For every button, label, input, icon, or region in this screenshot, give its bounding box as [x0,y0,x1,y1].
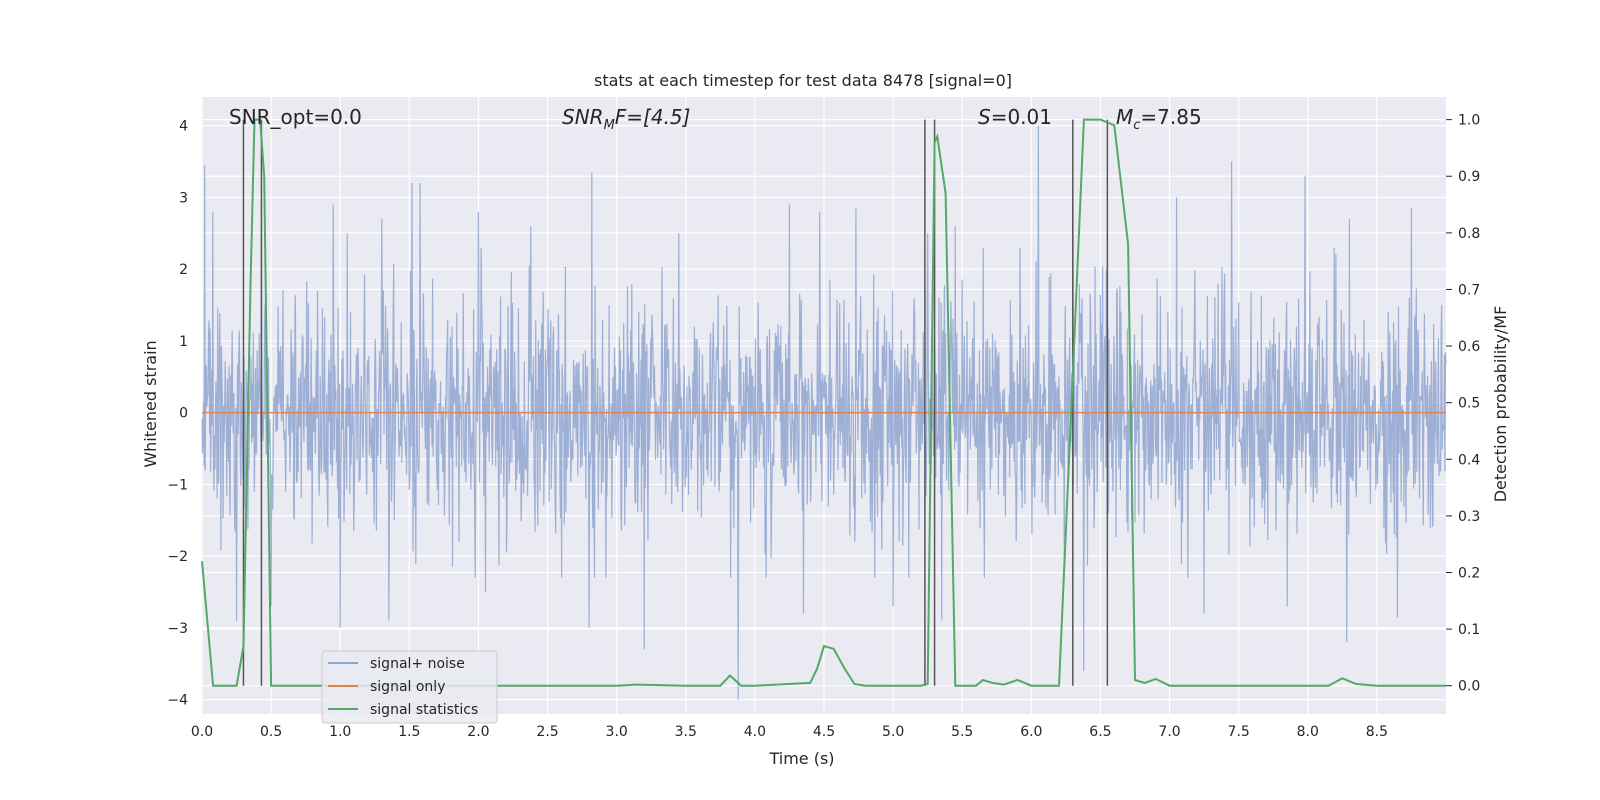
x-tick-label: 8.0 [1297,724,1319,740]
x-tick-label: 6.0 [1020,724,1042,740]
y-tick-label-left: 4 [179,119,188,135]
y-tick-label-right: 0.3 [1458,509,1480,525]
x-tick-label: 3.5 [675,724,697,740]
y-axis-left-ticks: −4 −3 −2 −1 0 1 2 3 4 [167,119,188,709]
y-tick-label-right: 0.5 [1458,396,1480,412]
x-axis-ticks: 0.0 0.5 1.0 1.5 2.0 2.5 3.0 3.5 4.0 4.5 5.0 5.5 6.0 6… [191,724,1388,740]
x-tick-label: 1.0 [329,724,351,740]
annotation-snr-mf-main: SNR [562,105,604,129]
annotation-mc: Mc=7.85 [1116,105,1202,133]
y-tick-label-left: 0 [179,406,188,422]
x-tick-label: 0.5 [260,724,282,740]
legend: signal+ noise signal only signal statist… [321,650,498,724]
y-tick-label-right: 0.0 [1458,679,1480,695]
y-tick-label-right: 0.1 [1458,622,1480,638]
legend-label-signal-only: signal only [370,679,445,695]
vertical-lines [242,119,1109,686]
x-tick-label: 4.0 [744,724,766,740]
x-tick-label: 2.0 [467,724,489,740]
y-tick-label-right: 0.7 [1458,282,1480,298]
annotation-snr-opt: SNR_opt=0.0 [229,105,362,129]
y-axis-right-label: Detection probability/MF [1491,306,1510,503]
y-tick-label-left: −3 [167,621,188,637]
x-tick-label: 8.5 [1366,724,1388,740]
annotation-snr-mf: SNRMF=[4.5] [562,105,690,133]
series-signal-noise [201,125,1447,700]
x-tick-label: 6.5 [1089,724,1111,740]
y-tick-label-right: 0.4 [1458,452,1480,468]
annotation-snr-mf-rest: F=[4.5] [615,105,691,129]
series-signal-statistics [201,118,1446,687]
annotation-s-rest: =0.01 [991,105,1052,129]
y-tick-label-left: −4 [167,693,188,709]
x-tick-label: 2.5 [536,724,558,740]
legend-label-signal-statistics: signal statistics [370,702,478,718]
x-tick-label: 5.5 [951,724,973,740]
y-tick-label-right: 0.8 [1458,226,1480,242]
x-tick-label: 3.0 [606,724,628,740]
legend-label-signal-noise: signal+ noise [370,656,465,672]
y-tick-label-left: 3 [179,190,188,206]
annotation-mc-rest: =7.85 [1140,105,1201,129]
x-tick-label: 7.5 [1228,724,1250,740]
y-tick-label-right: 0.6 [1458,339,1480,355]
series-line-signal-statistics [201,118,1446,687]
y-axis-right-ticks: 0.0 0.1 0.2 0.3 0.4 0.5 0.6 0.7 0.8 0.9 1.0 [1446,113,1480,695]
x-tick-label: 1.5 [398,724,420,740]
annotation-snr-mf-sub: M [604,118,615,133]
y-tick-label-right: 0.9 [1458,169,1480,185]
y-tick-label-left: −2 [167,549,188,565]
x-tick-label: 0.0 [191,724,213,740]
x-tick-label: 7.0 [1158,724,1180,740]
x-tick-label: 4.5 [813,724,835,740]
x-axis-label: Time (s) [768,749,834,768]
annotation-mc-main: M [1116,105,1133,129]
annotation-s-main: S [978,105,991,129]
y-tick-label-left: 1 [179,334,188,350]
y-tick-label-right: 1.0 [1458,113,1480,129]
y-tick-label-left: −1 [167,477,188,493]
chart-title: stats at each timestep for test data 847… [594,71,1012,90]
legend-box [321,650,498,724]
annotation-s: S=0.01 [978,105,1052,129]
y-tick-label-left: 2 [179,262,188,278]
x-tick-label: 5.0 [882,724,904,740]
y-tick-label-right: 0.2 [1458,565,1480,581]
annotation-mc-sub: c [1133,118,1140,133]
series-line-signal-noise [201,125,1447,700]
y-axis-left-label: Whitened strain [141,340,160,467]
